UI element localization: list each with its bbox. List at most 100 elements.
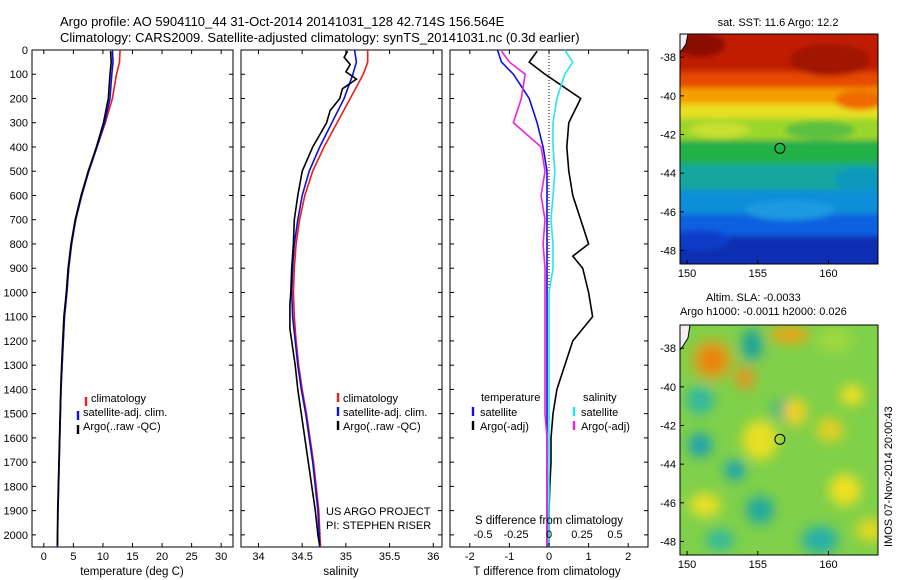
depth-tick-label: 1500 — [4, 409, 28, 421]
depth-tick-label: 400 — [10, 142, 28, 154]
legend-label-satellite-adj: satellite-adj. clim. — [83, 407, 167, 419]
salinity-legend: climatology satellite-adj. clim. Argo(..… — [336, 393, 427, 433]
map-y-tick-label: -46 — [660, 207, 676, 219]
temperature-ticks: 0 5 10 15 20 25 30 — [32, 49, 233, 563]
salinity-series — [289, 49, 369, 548]
sla-map: Altim. SLA: -0.0033 Argo h1000: -0.0011 … — [660, 292, 879, 571]
s-difference-label: S difference from climatology — [475, 515, 623, 527]
s-difference-ticks: -0.5 -0.25 0 0.25 0.5 — [474, 529, 623, 541]
sst-map-frame — [679, 33, 879, 265]
map-y-tick-label: -42 — [660, 130, 676, 142]
sla-coastline — [680, 325, 691, 351]
legend-title-temperature: temperature — [481, 392, 540, 404]
map-y-tick-label: -42 — [660, 421, 676, 433]
depth-tick-label: 600 — [10, 190, 28, 202]
depth-tick-label: 1600 — [4, 433, 28, 445]
x-tick-label: 35 — [340, 551, 352, 563]
header-line-1: Argo profile: AO 5904110_44 31-Oct-2014 … — [60, 14, 505, 29]
depth-tick-label: 1700 — [4, 457, 28, 469]
sla-argo-position-marker — [774, 433, 786, 445]
salinity-ticks: 34 34.5 35 35.5 36 — [241, 49, 442, 563]
map-x-tick-label: 155 — [749, 268, 767, 280]
x-tick-label: 25 — [185, 551, 197, 563]
differences-panel: -2 -1 0 1 2 T difference from climatology S … — [449, 49, 649, 578]
series-line-argo-raw-qc- — [56, 51, 113, 546]
x-tick-label: 2 — [625, 551, 631, 563]
differences-series — [496, 49, 594, 547]
sla-map-subtitle: Argo h1000: -0.0011 h2000: 0.026 — [680, 306, 847, 318]
map-x-tick-label: 150 — [678, 268, 696, 280]
map-y-tick-label: -46 — [660, 498, 676, 510]
map-x-tick-label: 160 — [819, 268, 837, 280]
x-tick-label: -2 — [465, 551, 475, 563]
temperature-plot-frame — [31, 49, 234, 548]
legend-label-t-argo: Argo(-adj) — [480, 421, 529, 433]
depth-tick-label: 1900 — [4, 506, 28, 518]
map-x-tick-label: 150 — [678, 559, 696, 571]
header-line-2: Climatology: CARS2009. Satellite-adjuste… — [60, 30, 580, 45]
depth-tick-label: 900 — [10, 263, 28, 275]
depth-tick-label: 500 — [10, 166, 28, 178]
x-tick-label: 34.5 — [291, 551, 312, 563]
differences-legend: temperature salinity satellite Argo(-adj… — [471, 392, 630, 433]
side-stamp: IMOS 07-Nov-2014 20:00:43 — [883, 406, 895, 547]
legend-title-salinity: salinity — [583, 392, 617, 404]
s-tick-label: -0.5 — [474, 529, 493, 541]
sst-field — [680, 34, 878, 264]
map-x-tick-label: 155 — [749, 559, 767, 571]
legend-label-argo: Argo(..raw -QC) — [343, 421, 421, 433]
depth-tick-label: 1000 — [4, 287, 28, 299]
temperature-legend: climatology satellite-adj. clim. Argo(..… — [76, 393, 167, 434]
depth-tick-label: 800 — [10, 239, 28, 251]
legend-label-t-satellite: satellite — [480, 407, 517, 419]
depth-tick-label: 1400 — [4, 384, 28, 396]
depth-tick-label: 1200 — [4, 336, 28, 348]
depth-tick-label: 0 — [22, 45, 28, 57]
series-line-satellite-adj-clim- — [290, 49, 358, 548]
series-line-t-argo-adj- — [528, 50, 594, 546]
x-tick-label: 36 — [427, 551, 439, 563]
x-tick-label: 1 — [586, 551, 592, 563]
x-tick-label: 34 — [252, 551, 264, 563]
legend-label-argo: Argo(..raw -QC) — [83, 421, 161, 433]
series-line-t-satellite — [496, 49, 548, 547]
depth-tick-label: 1100 — [4, 312, 28, 324]
depth-tick-label: 700 — [10, 215, 28, 227]
depth-tick-label: 200 — [10, 93, 28, 105]
map-y-tick-label: -40 — [660, 382, 676, 394]
map-y-tick-label: -44 — [660, 459, 676, 471]
sla-map-frame — [679, 324, 879, 556]
temperature-xlabel: temperature (deg C) — [80, 566, 184, 578]
x-tick-label: -1 — [505, 551, 515, 563]
s-tick-label: 0.5 — [607, 529, 622, 541]
depth-axis: 0 100 200 300 400 500 600 700 800 900 1000 1100 1200… — [4, 45, 28, 542]
depth-tick-label: 1300 — [4, 360, 28, 372]
map-y-tick-label: -44 — [660, 168, 676, 180]
salinity-plot-frame — [240, 49, 443, 548]
map-x-tick-label: 160 — [819, 559, 837, 571]
differences-ticks: -2 -1 0 1 2 — [450, 49, 648, 563]
x-tick-label: 10 — [97, 551, 109, 563]
map-y-tick-label: -48 — [660, 536, 676, 548]
series-line-argo-raw-qc- — [289, 50, 358, 546]
legend-label-climatology: climatology — [343, 393, 399, 405]
s-tick-label: 0.25 — [571, 529, 592, 541]
series-line-s-satellite — [548, 49, 574, 547]
s-tick-label: 0 — [546, 529, 552, 541]
sst-argo-position-marker — [774, 142, 786, 154]
map-y-tick-label: -38 — [660, 52, 676, 64]
legend-label-s-satellite: satellite — [581, 407, 618, 419]
legend-label-climatology: climatology — [91, 393, 147, 405]
x-tick-label: 30 — [215, 551, 227, 563]
project-annotation: US ARGO PROJECT — [326, 506, 431, 518]
sla-field — [686, 327, 878, 554]
depth-tick-label: 1800 — [4, 481, 28, 493]
x-tick-label: 5 — [70, 551, 76, 563]
x-tick-label: 20 — [156, 551, 168, 563]
depth-tick-label: 2000 — [4, 530, 28, 542]
series-line-s-argo-adj- — [500, 50, 548, 546]
temperature-panel: 0 5 10 15 20 25 30 temperature (deg C) climato… — [31, 49, 234, 578]
legend-label-s-argo: Argo(-adj) — [581, 421, 630, 433]
sla-map-ticks: 150 155 160 -38 -40 -42 -44 -46 -48 — [660, 343, 838, 571]
